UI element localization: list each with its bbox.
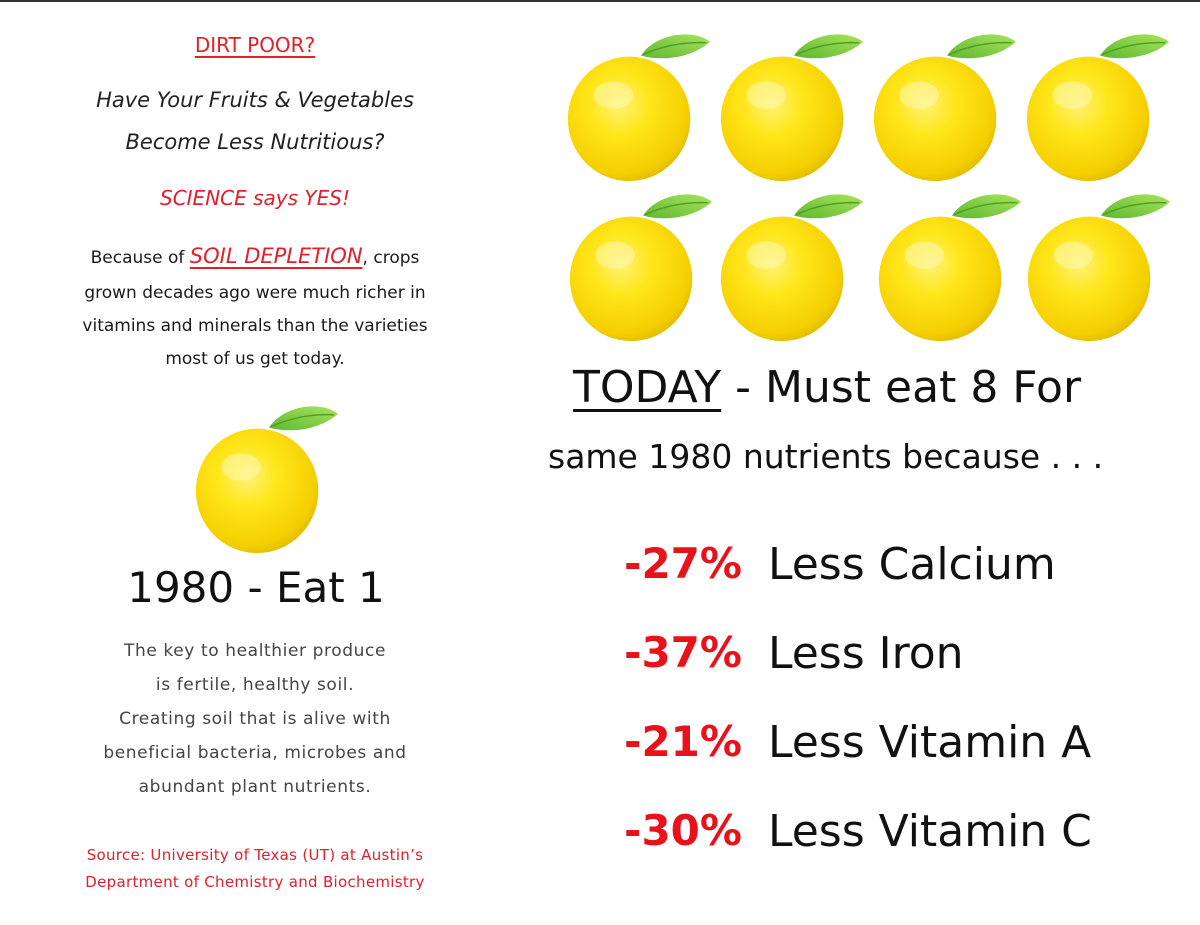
question-line-2: Become Less Nutritious? xyxy=(125,130,385,154)
stat-label: Less Iron xyxy=(768,628,964,679)
lemon-icon xyxy=(873,188,1025,346)
same-nutrients-line: same 1980 nutrients because . . . xyxy=(548,437,1104,476)
body-line-2: grown decades ago were much richer in xyxy=(84,283,426,303)
stat-row: -37% Less Iron xyxy=(600,628,1160,688)
body-line-3: vitamins and minerals than the varieties xyxy=(82,316,428,336)
key-line-3: Creating soil that is alive with xyxy=(119,709,391,729)
today-heading: TODAY - Must eat 8 For xyxy=(573,362,1082,413)
body-line-4: most of us get today. xyxy=(165,349,345,369)
stat-row: -30% Less Vitamin C xyxy=(600,806,1160,866)
top-border xyxy=(0,0,1200,2)
science-says: SCIENCE says YES! xyxy=(160,186,350,210)
lemon-icon xyxy=(868,28,1020,186)
stat-row: -21% Less Vitamin A xyxy=(600,717,1160,777)
lemon-icon xyxy=(1022,188,1174,346)
stat-label: Less Vitamin C xyxy=(768,806,1092,857)
stat-percent: -30% xyxy=(624,806,742,855)
stat-label: Less Calcium xyxy=(768,539,1056,590)
lemon-icon xyxy=(715,188,867,346)
stat-percent: -37% xyxy=(624,628,742,677)
question-line-1: Have Your Fruits & Vegetables xyxy=(96,88,414,112)
stat-row: -27% Less Calcium xyxy=(600,539,1160,599)
lemon-icon xyxy=(1021,28,1173,186)
key-line-1: The key to healthier produce xyxy=(123,641,387,661)
lemon-icon xyxy=(564,188,716,346)
lemon-icon xyxy=(190,400,342,558)
stat-percent: -21% xyxy=(624,717,742,766)
source-line-2: Department of Chemistry and Biochemistry xyxy=(85,873,425,891)
key-line-4: beneficial bacteria, microbes and xyxy=(103,743,407,763)
heading: DIRT POOR? xyxy=(194,33,316,57)
key-line-5: abundant plant nutrients. xyxy=(138,777,372,797)
body-line-1: Because of SOIL DEPLETION, crops xyxy=(90,244,420,268)
eat-1980-heading: 1980 - Eat 1 xyxy=(127,563,385,612)
stat-label: Less Vitamin A xyxy=(768,717,1092,768)
lemon-icon xyxy=(562,28,714,186)
key-line-2: is fertile, healthy soil. xyxy=(155,675,355,695)
source-line-1: Source: University of Texas (UT) at Aust… xyxy=(86,846,424,864)
lemon-icon xyxy=(715,28,867,186)
soil-depletion-highlight: SOIL DEPLETION xyxy=(189,244,363,268)
today-word: TODAY xyxy=(573,362,722,413)
stat-percent: -27% xyxy=(624,539,742,588)
